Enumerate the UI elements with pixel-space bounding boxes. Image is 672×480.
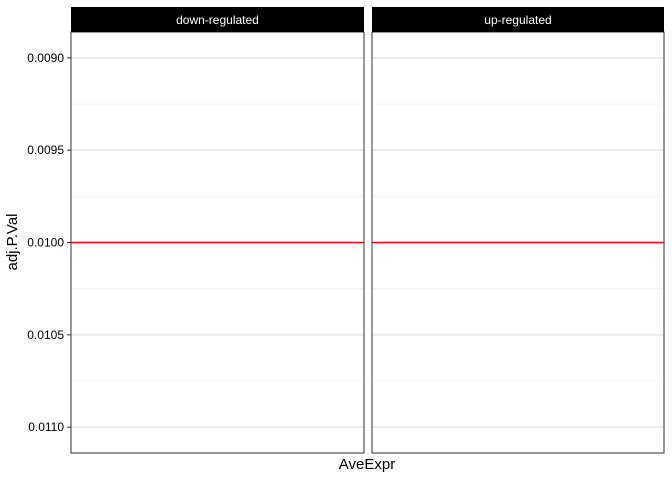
facet-panel: up-regulated xyxy=(371,7,665,454)
y-tick-label: 0.0090 xyxy=(27,51,64,65)
facet-strip xyxy=(372,7,664,32)
y-axis-title: adj.P.Val xyxy=(4,214,21,271)
facet-panel: down-regulated xyxy=(70,7,365,454)
x-axis-title: AveExpr xyxy=(339,456,395,473)
y-tick-label: 0.0100 xyxy=(27,236,64,250)
facet-strip-label: down-regulated xyxy=(176,13,259,27)
facet-strip xyxy=(71,7,364,32)
y-axis: 0.0090 0.0095 0.0100 0.0105 0.0110 xyxy=(27,51,71,434)
y-tick-label: 0.0110 xyxy=(28,420,64,434)
y-tick-label: 0.0095 xyxy=(27,143,64,157)
facet-strip-label: up-regulated xyxy=(484,13,551,27)
facet-panels: down-regulated up-regulated xyxy=(70,7,665,454)
y-tick-label: 0.0105 xyxy=(27,328,64,342)
